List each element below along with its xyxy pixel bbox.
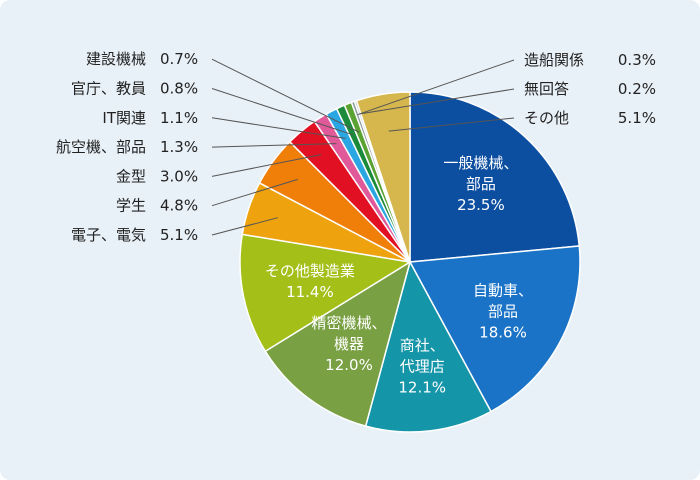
slice-value-label: 12.0%	[325, 356, 373, 374]
legend-value: 1.3%	[160, 138, 198, 156]
legend-value: 4.8%	[160, 197, 198, 215]
pie-slice-3	[264, 260, 412, 428]
slice-category-label: 部品	[488, 303, 518, 321]
leader-line	[211, 178, 298, 207]
legend-label: 航空機、部品	[56, 138, 146, 156]
legend-value: 5.1%	[618, 109, 656, 127]
slice-category-label: 商社、	[400, 337, 445, 355]
legend-label: 電子、電気	[71, 226, 146, 244]
leader-line	[359, 88, 515, 115]
pie-slice-4	[239, 233, 413, 353]
leader-line	[211, 88, 354, 136]
leader-line	[211, 143, 337, 148]
leader-line	[211, 217, 278, 236]
slice-category-label: 一般機械、	[443, 154, 518, 172]
pie-slice-2	[364, 259, 492, 433]
slice-value-label: 11.4%	[286, 283, 334, 301]
legend-label: 官庁、教員	[71, 80, 146, 98]
slice-category-label: 機器	[334, 335, 364, 353]
legend-value: 5.1%	[160, 226, 198, 244]
leader-line	[211, 58, 360, 133]
legend-label: 無回答	[524, 80, 569, 98]
legend-value: 0.2%	[618, 80, 656, 98]
legend-label: 金型	[116, 167, 146, 185]
slice-category-label: 部品	[466, 175, 496, 193]
slice-category-label: 自動車、	[473, 282, 533, 300]
slice-value-label: 23.5%	[457, 196, 505, 214]
slice-category-label: 精密機械、	[311, 314, 386, 332]
pie-slice-14	[355, 91, 411, 263]
leader-line	[211, 117, 346, 139]
leader-line	[357, 59, 515, 116]
legend-label: IT関連	[102, 109, 146, 127]
legend-label: 造船関係	[524, 51, 584, 69]
legend-value: 1.1%	[160, 109, 198, 127]
pie-slice-0	[409, 91, 581, 263]
legend-value: 3.0%	[160, 167, 198, 185]
legend-label: 建設機械	[86, 50, 146, 68]
legend-label: その他	[524, 109, 569, 127]
pie-slice-1	[408, 245, 581, 413]
leader-line	[388, 117, 515, 132]
leader-line	[211, 154, 322, 177]
slice-value-label: 12.1%	[398, 379, 446, 397]
legend-value: 0.8%	[160, 80, 198, 98]
legend-value: 0.3%	[618, 51, 656, 69]
legend-value: 0.7%	[160, 50, 198, 68]
slice-category-label: その他製造業	[265, 262, 355, 280]
slice-category-label: 代理店	[400, 358, 445, 376]
legend-label: 学生	[116, 197, 146, 215]
slice-value-label: 18.6%	[479, 324, 527, 342]
